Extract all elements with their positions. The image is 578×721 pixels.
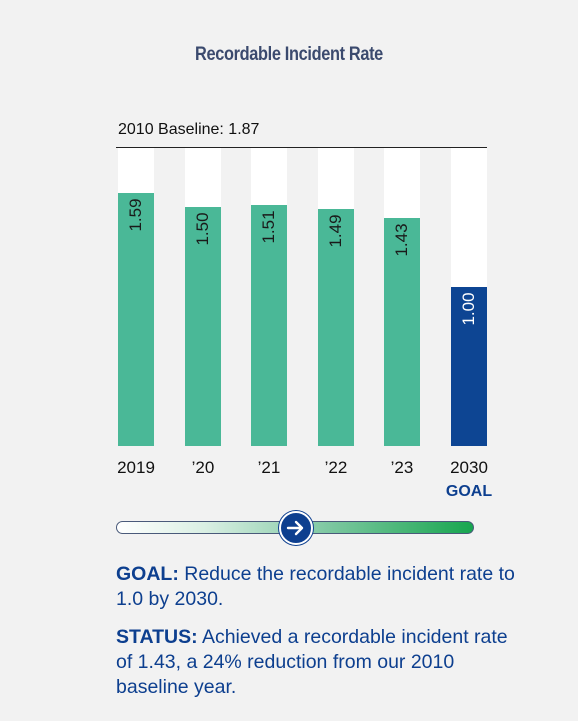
x-tick-label: ’20 (191, 458, 215, 477)
x-tick-label: ’23 (390, 458, 414, 477)
status-paragraph: STATUS: Achieved a recordable incident r… (116, 625, 516, 700)
bar (118, 193, 154, 446)
status-text: Achieved a recordable incident rate of 1… (116, 626, 508, 698)
bar-value-label: 1.50 (193, 212, 212, 246)
x-tick-label: ’22 (324, 458, 348, 477)
bar (384, 218, 420, 446)
goal-text: Reduce the recordable incident rate to 1… (116, 563, 515, 610)
x-tick-label: ’21 (257, 458, 281, 477)
goal-sublabel: GOAL (445, 483, 493, 500)
arrow-right-icon (286, 520, 304, 536)
x-tick-label: 2030 (450, 458, 488, 477)
bar-value-label: 1.49 (326, 214, 345, 248)
status-label: STATUS: (116, 626, 198, 648)
goal-paragraph: GOAL: Reduce the recordable incident rat… (116, 562, 516, 612)
x-tick-label: 2019 (117, 458, 155, 477)
bar-value-label: 1.00 (459, 292, 478, 326)
bar (185, 207, 221, 446)
bar-value-label: 1.43 (392, 223, 411, 257)
bar-value-label: 1.59 (126, 198, 145, 232)
baseline-label: 2010 Baseline: 1.87 (118, 121, 260, 138)
chart-title: Recordable Incident Rate (195, 44, 383, 65)
bar-value-label: 1.51 (259, 210, 278, 244)
bar (318, 209, 354, 446)
goal-bar (451, 287, 487, 446)
baseline-line (116, 147, 487, 148)
goal-label: GOAL: (116, 563, 179, 585)
bar (251, 205, 287, 446)
progress-slider-knob (279, 511, 313, 545)
